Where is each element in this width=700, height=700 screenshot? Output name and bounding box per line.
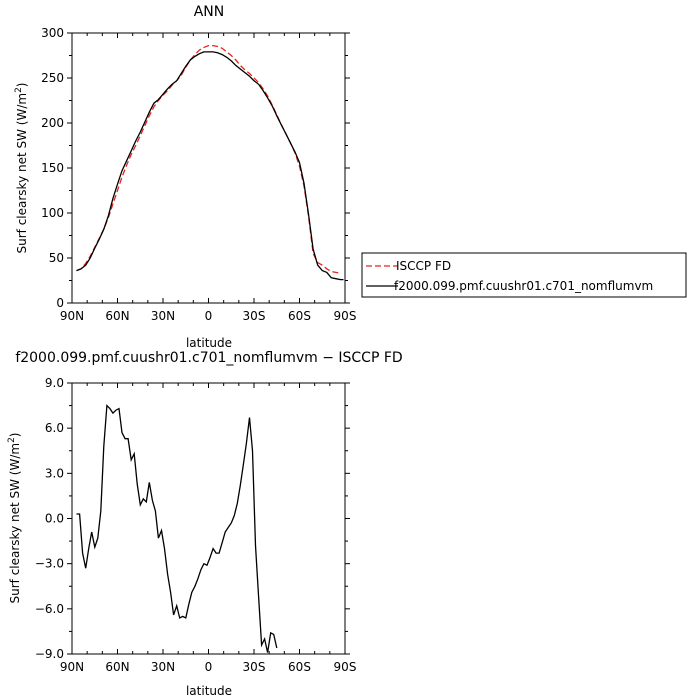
bottom-y-tick-label: −3.0 xyxy=(35,557,64,571)
bottom-series-lines xyxy=(76,404,278,653)
bottom-x-tick-label: 30N xyxy=(151,660,175,674)
top-x-tick-label: 30N xyxy=(151,309,175,323)
bottom-y-tick-label: 6.0 xyxy=(45,421,64,435)
bottom-y-tick-label: 0.0 xyxy=(45,512,64,526)
top-series-line-0 xyxy=(76,44,341,274)
bottom-plot-frame xyxy=(71,382,346,655)
bottom-series-line-0 xyxy=(76,404,278,653)
top-series-line-1 xyxy=(76,51,344,281)
top-x-tick-label: 0 xyxy=(205,309,213,323)
legend-label-isccp: ISCCP FD xyxy=(396,259,451,273)
legend-label-model: f2000.099.pmf.cuushr01.c701_nomflumvm xyxy=(394,279,653,293)
top-y-tick-label: 250 xyxy=(41,71,64,85)
bottom-x-axis-label: latitude xyxy=(186,684,232,698)
top-y-tick-label: 50 xyxy=(49,251,64,265)
top-y-tick-label: 200 xyxy=(41,116,64,130)
top-x-tick-label: 90S xyxy=(334,309,357,323)
bottom-chart-title: f2000.099.pmf.cuushr01.c701_nomflumvm − … xyxy=(15,350,402,366)
legend: ISCCP FD f2000.099.pmf.cuushr01.c701_nom… xyxy=(361,252,687,298)
legend-box xyxy=(361,252,687,298)
bottom-panel: f2000.099.pmf.cuushr01.c701_nomflumvm − … xyxy=(7,350,403,698)
bottom-x-tick-label: 90N xyxy=(60,660,84,674)
bottom-y-tick-label: −9.0 xyxy=(35,647,64,661)
top-y-tick-label: 150 xyxy=(41,161,64,175)
top-chart-title: ANN xyxy=(194,4,225,20)
bottom-y-tick-label: 3.0 xyxy=(45,466,64,480)
top-y-tick-label: 0 xyxy=(56,296,64,310)
top-y-tick-label: 300 xyxy=(41,26,64,40)
top-x-tick-label: 30S xyxy=(243,309,266,323)
bottom-x-tick-label: 30S xyxy=(243,660,266,674)
bottom-x-tick-label: 90S xyxy=(334,660,357,674)
top-x-axis-label: latitude xyxy=(186,336,232,350)
top-y-axis-label: Surf clearsky net SW (W/m2) xyxy=(14,83,29,254)
bottom-y-axis-label: Surf clearsky net SW (W/m2) xyxy=(7,433,22,604)
top-x-tick-label: 60N xyxy=(105,309,129,323)
top-x-tick-label: 60S xyxy=(288,309,311,323)
bottom-axes: 90N 60N 30N 0 30S 60S 90S 9.0 6.0 3.0 0.0 −3.0 −6.0 −… xyxy=(35,376,357,674)
top-axes: 90N 60N 30N 0 30S 60S 90S 0 50 100 150 200 250 300 xyxy=(41,26,356,323)
top-series-lines xyxy=(76,44,344,281)
top-plot-frame xyxy=(71,32,346,304)
bottom-y-tick-label: 9.0 xyxy=(45,376,64,390)
top-y-tick-label: 100 xyxy=(41,206,64,220)
top-panel: ANN 90N 60N 30N 0 30S 60S 90S 0 50 100 150 200 250 30… xyxy=(14,4,687,350)
bottom-x-tick-label: 0 xyxy=(205,660,213,674)
bottom-x-tick-label: 60S xyxy=(288,660,311,674)
bottom-x-tick-label: 60N xyxy=(105,660,129,674)
top-x-tick-label: 90N xyxy=(60,309,84,323)
bottom-y-tick-label: −6.0 xyxy=(35,602,64,616)
